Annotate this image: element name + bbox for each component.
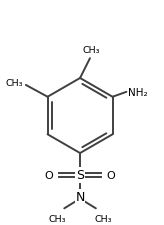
Text: O: O [45, 170, 53, 180]
Text: CH₃: CH₃ [94, 214, 112, 223]
Text: CH₃: CH₃ [82, 46, 100, 55]
Text: S: S [76, 169, 84, 181]
Text: CH₃: CH₃ [49, 214, 66, 223]
Text: N: N [75, 190, 85, 203]
Text: NH₂: NH₂ [128, 88, 148, 97]
Text: O: O [107, 170, 115, 180]
Text: CH₃: CH₃ [5, 79, 23, 88]
